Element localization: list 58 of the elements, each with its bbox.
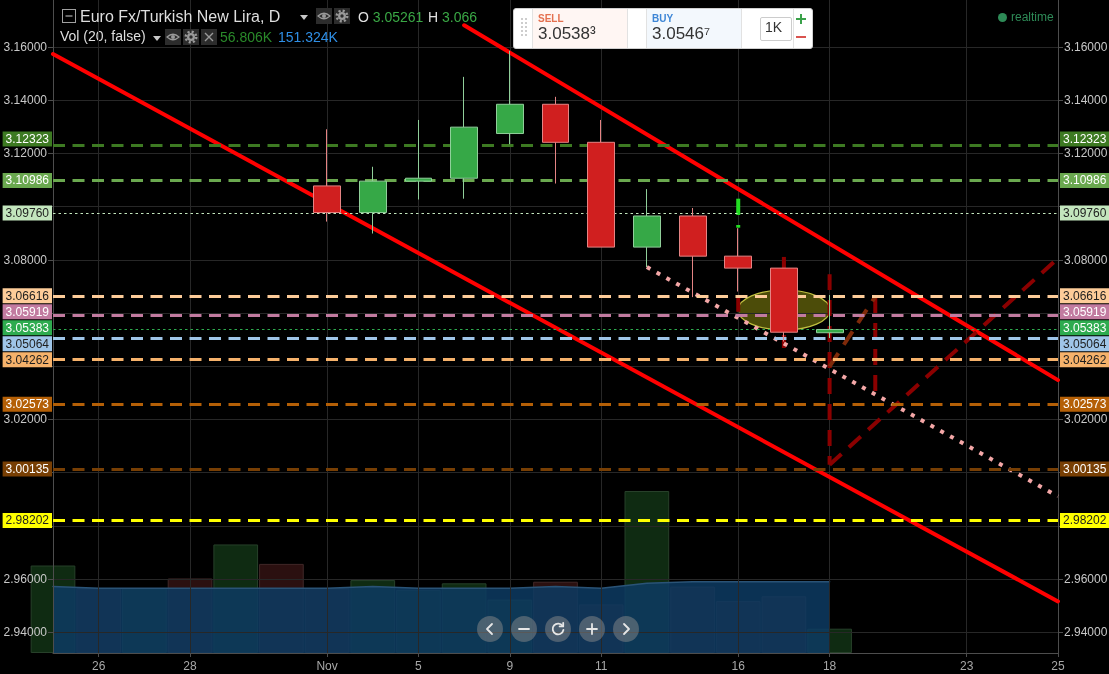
text: 3.06616 — [1063, 288, 1107, 303]
x-tick-label: 11 — [594, 659, 608, 673]
annotation: 56.806K — [220, 29, 273, 46]
text: 3.05383 — [1063, 320, 1107, 335]
text: 3.02573 — [1063, 397, 1107, 412]
ref-line-label: 3.06616 — [5, 288, 50, 303]
annotation: 3.0546⁷ — [652, 24, 711, 44]
ref-line-label: 3.05064 — [5, 336, 50, 351]
text: 3.00135 — [1063, 462, 1107, 477]
y-tick-label: 3.08000 — [3, 252, 48, 267]
annotation: O 3.05261 — [358, 9, 424, 26]
x-tick-label: 28 — [183, 659, 198, 673]
x-tick-label: 23 — [959, 659, 974, 673]
annotation: H 3.066 — [428, 9, 478, 26]
x-tick-label: Nov — [316, 659, 338, 673]
y-tick-label: 3.16000 — [3, 40, 48, 55]
y2-tick-label: 3.08000 — [1064, 252, 1108, 267]
text: 3.04262 — [1063, 352, 1107, 367]
ref-line-label: 3.12323 — [5, 131, 50, 146]
ref-line-label: 3.05919 — [5, 304, 50, 319]
text: 3.05919 — [1063, 304, 1107, 319]
ref-line-label: 3.00135 — [5, 462, 50, 477]
annotation: SELL — [538, 13, 564, 24]
ref-line-label: 3.05383 — [5, 320, 50, 335]
y-tick-label: 3.02000 — [3, 412, 48, 427]
annotation: BUY — [652, 13, 674, 24]
y2-tick-label: 2.94000 — [1064, 625, 1108, 640]
text: 3.09760 — [1063, 206, 1107, 221]
ref-line-label: 3.10986 — [5, 173, 50, 188]
x-tick-label: 5 — [415, 659, 423, 673]
y-tick-label: 2.96000 — [3, 572, 48, 587]
y-tick-label: 3.12000 — [3, 146, 48, 161]
y2-tick-label: 2.96000 — [1064, 572, 1108, 587]
chart-title: Euro Fx/Turkish New Lira, D — [80, 7, 281, 25]
chart-title: Vol (20, false) — [60, 28, 146, 44]
annotation: realtime — [1011, 10, 1054, 25]
ref-line-label: 3.04262 — [5, 352, 50, 367]
x-tick-label: 26 — [92, 659, 106, 673]
x-tick-label: 9 — [506, 659, 514, 673]
ref-line-label: 2.98202 — [5, 513, 50, 528]
y-tick-label: 3.14000 — [3, 93, 48, 108]
x-tick-label: 25 — [1051, 659, 1065, 673]
text: 3.10986 — [1063, 173, 1107, 188]
ref-line-label: 3.09760 — [5, 206, 50, 221]
x-tick-label: 16 — [731, 659, 746, 673]
annotation: 1K — [765, 19, 783, 36]
y2-tick-label: 3.12000 — [1064, 146, 1108, 161]
y-tick-label: 2.94000 — [3, 625, 48, 640]
y2-tick-label: 3.16000 — [1064, 40, 1108, 55]
y2-tick-label: 3.02000 — [1064, 412, 1108, 427]
ref-line-label: 3.02573 — [5, 397, 50, 412]
text: 3.05064 — [1063, 336, 1107, 351]
text: 3.12323 — [1063, 131, 1107, 146]
annotation: 151.324K — [278, 29, 338, 46]
text: 2.98202 — [1063, 513, 1107, 528]
y2-tick-label: 3.14000 — [1064, 93, 1108, 108]
annotation: 3.0538³ — [538, 24, 596, 44]
x-tick-label: 18 — [822, 659, 837, 673]
